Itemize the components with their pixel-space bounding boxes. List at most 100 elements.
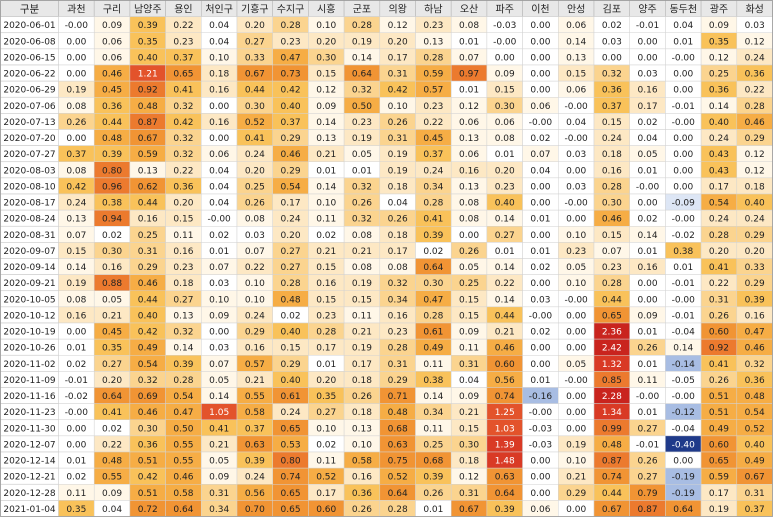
heatmap-cell-value: -0.00: [493, 37, 517, 47]
heatmap-cell-value: 0.28: [388, 344, 408, 354]
heatmap-cell-value: 0.19: [388, 150, 408, 160]
heatmap-cell-value: 0.00: [602, 53, 622, 63]
heatmap-cell-value: 0.11: [316, 457, 336, 467]
heatmap-cell-value: 0.39: [423, 231, 443, 241]
heatmap-cell-value: 0.05: [459, 263, 479, 273]
heatmap-cell-value: 0.22: [102, 440, 122, 450]
heatmap-cell-value: 0.61: [423, 328, 443, 338]
heatmap-cell-value: 0.39: [423, 473, 443, 483]
column-header-label: 이천: [531, 4, 549, 16]
heatmap-cell-value: 0.45: [102, 86, 122, 96]
heatmap-cell-value: -0.14: [672, 360, 696, 370]
heatmap-cell-value: 0.00: [66, 424, 86, 434]
heatmap-cell-value: 0.79: [638, 489, 658, 499]
heatmap-cell-value: 0.15: [602, 231, 622, 241]
heatmap-cell-value: 0.02: [638, 118, 658, 128]
heatmap-cell-value: 0.01: [638, 166, 658, 176]
heatmap-cell-value: 0.52: [745, 424, 765, 434]
row-date-label: 2020-09-14: [3, 263, 56, 273]
heatmap-cell-value: 0.08: [66, 295, 86, 305]
row-date-label: 2020-06-08: [3, 37, 56, 47]
heatmap-cell-value: 0.28: [709, 231, 729, 241]
heatmap-cell-value: 0.65: [709, 457, 729, 467]
heatmap-cell-value: 0.39: [102, 150, 122, 160]
heatmap-cell-value: 0.19: [66, 279, 86, 289]
row-date-label: 2020-11-23: [3, 408, 55, 418]
heatmap-cell-value: 0.12: [459, 102, 479, 112]
heatmap-cell-value: 0.20: [102, 376, 122, 386]
heatmap-cell-value: 0.04: [638, 134, 658, 144]
heatmap-cell-value: 0.33: [245, 53, 265, 63]
heatmap-cell-value: 0.11: [638, 376, 658, 386]
heatmap-cell-value: 0.56: [245, 489, 265, 499]
heatmap-cell-value: 0.00: [530, 489, 550, 499]
heatmap-cell-value: 0.65: [281, 505, 301, 515]
heatmap-cell-value: 0.15: [459, 311, 479, 321]
heatmap-cell-value: 0.11: [352, 311, 372, 321]
heatmap-cell-value: 0.02: [530, 263, 550, 273]
heatmap-cell-value: 0.32: [745, 360, 765, 370]
row-date-label: 2020-07-06: [3, 102, 56, 112]
heatmap-cell-value: 0.30: [459, 440, 479, 450]
heatmap-cell-value: 0.27: [316, 408, 336, 418]
heatmap-cell-value: 0.02: [638, 215, 658, 225]
heatmap-cell-value: 0.02: [209, 231, 229, 241]
heatmap-cell-value: 0.28: [745, 102, 765, 112]
heatmap-cell-value: 0.28: [602, 279, 622, 289]
heatmap-cell-value: 0.26: [388, 118, 408, 128]
row-date-label: 2020-12-28: [3, 489, 56, 499]
heatmap-cell-value: 0.29: [281, 166, 301, 176]
heatmap-cell-value: -0.09: [672, 199, 696, 209]
heatmap-cell-value: 0.23: [388, 328, 408, 338]
heatmap-cell-value: 0.37: [745, 505, 765, 515]
heatmap-cell-value: 0.00: [459, 231, 479, 241]
heatmap-cell-value: 0.19: [352, 279, 372, 289]
heatmap-cell-value: 0.68: [388, 424, 408, 434]
heatmap-cell-value: 1.48: [495, 457, 515, 467]
heatmap-cell-value: 0.15: [316, 295, 336, 305]
heatmap-cell-value: 0.48: [138, 102, 158, 112]
heatmap-cell-value: 0.13: [566, 53, 586, 63]
heatmap-cell-value: 0.88: [102, 279, 122, 289]
heatmap-cell-value: 0.05: [209, 376, 229, 386]
heatmap-cell-value: 0.20: [245, 166, 265, 176]
heatmap-cell-value: 0.37: [173, 53, 193, 63]
heatmap-cell-value: 0.32: [352, 182, 372, 192]
heatmap-cell-value: 0.01: [459, 86, 479, 96]
heatmap-cell-value: 0.00: [566, 424, 586, 434]
heatmap-cell-value: 0.18: [388, 231, 408, 241]
heatmap-cell-value: 0.21: [459, 408, 479, 418]
heatmap-cell-value: -0.16: [529, 392, 553, 402]
heatmap-cell-value: 0.06: [530, 505, 550, 515]
heatmap-cell-value: 0.24: [245, 473, 265, 483]
heatmap-cell-value: 0.12: [388, 21, 408, 31]
heatmap-cell-value: 0.00: [66, 53, 86, 63]
heatmap-cell-value: 0.08: [459, 199, 479, 209]
heatmap-cell-value: 0.17: [316, 489, 336, 499]
heatmap-cell-value: 0.54: [281, 182, 301, 192]
heatmap-cell-value: 0.75: [388, 457, 408, 467]
heatmap-cell-value: 0.31: [138, 247, 158, 257]
heatmap-cell-value: -0.00: [636, 182, 660, 192]
heatmap-cell-value: 0.06: [102, 37, 122, 47]
heatmap-cell-value: 0.14: [316, 118, 336, 128]
row-date-label: 2020-09-07: [3, 247, 55, 257]
heatmap-cell-value: 0.26: [423, 489, 443, 499]
heatmap-cell-value: 0.24: [423, 166, 443, 176]
heatmap-cell-value: 0.04: [388, 199, 408, 209]
heatmap-cell-value: 0.92: [709, 344, 729, 354]
heatmap-cell-value: 0.23: [316, 311, 336, 321]
heatmap-cell-value: 0.00: [673, 150, 693, 160]
heatmap-cell-value: 0.00: [530, 279, 550, 289]
heatmap-cell-value: 0.16: [388, 311, 408, 321]
heatmap-cell-value: 0.48: [102, 134, 122, 144]
heatmap-cell-value: 0.00: [530, 70, 550, 80]
heatmap-cell-value: 0.38: [102, 199, 122, 209]
heatmap-cell-value: 0.64: [352, 70, 372, 80]
heatmap-cell-value: 0.05: [566, 263, 586, 273]
column-header-label: 동두천: [669, 4, 697, 16]
heatmap-cell-value: 0.00: [638, 37, 658, 47]
heatmap-cell-value: 0.22: [745, 86, 765, 96]
heatmap-cell-value: 0.01: [638, 408, 658, 418]
heatmap-cell-value: 0.74: [281, 473, 301, 483]
